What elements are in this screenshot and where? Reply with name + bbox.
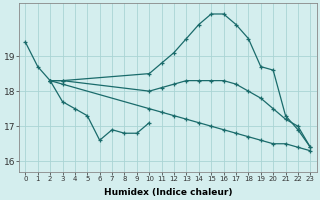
X-axis label: Humidex (Indice chaleur): Humidex (Indice chaleur) <box>104 188 232 197</box>
